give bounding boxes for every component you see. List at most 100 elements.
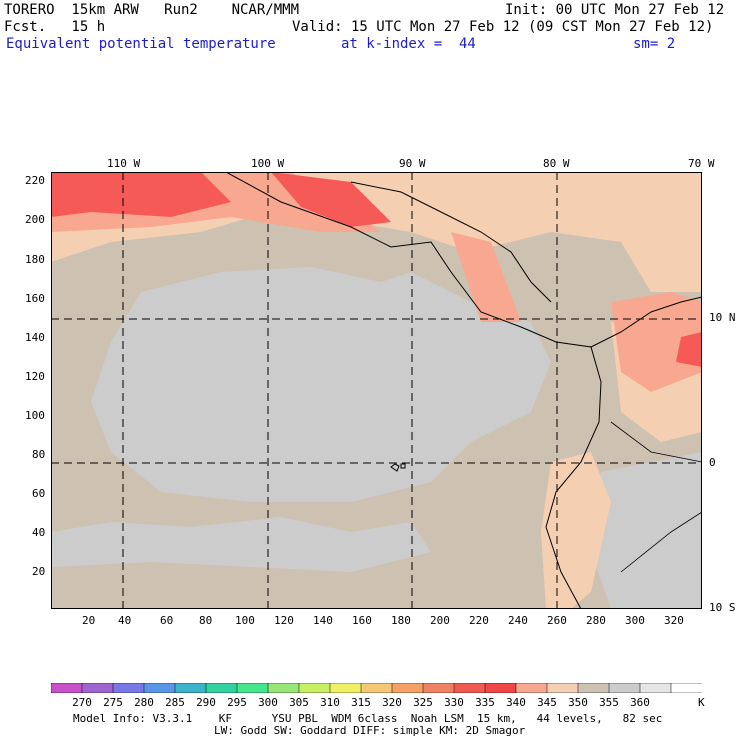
colorbar-tick-label: 290 [196,696,216,709]
y-tick: 200 [25,213,45,226]
colorbar-tick-label: 330 [444,696,464,709]
lat-label-10n: 10 N [709,311,736,324]
colorbar-swatch [143,683,176,693]
lat-label-10s: 10 S [709,601,736,614]
galapagos-islands [390,463,406,472]
colorbar-swatch [515,683,548,693]
model-info: Model Info: V3.3.1 KF YSU PBL WDM 6class… [73,712,663,725]
colorbar [51,683,702,693]
y-tick: 180 [25,253,45,266]
warm-region [611,292,702,392]
y-tick: 100 [25,409,45,422]
colorbar-swatch [422,683,455,693]
hot-region [51,172,231,217]
colorbar-tick-label: 295 [227,696,247,709]
colorbar-tick-label: 345 [537,696,557,709]
lon-label-80w: 80 W [543,157,570,170]
y-tick: 60 [32,487,46,500]
colorbar-swatch [174,683,207,693]
colorbar-unit: K [698,696,705,709]
colorbar-swatch [546,683,579,693]
x-tick: 100 [235,614,255,627]
colorbar-swatch [267,683,300,693]
field-name: Equivalent potential temperature [6,36,276,52]
x-tick: 260 [547,614,567,627]
colorbar-swatch [81,683,114,693]
colorbar-tick-label: 315 [351,696,371,709]
x-tick: 240 [508,614,528,627]
colorbar-swatch [453,683,486,693]
y-tick: 20 [32,565,46,578]
colorbar-swatch [391,683,424,693]
theta-e-map [51,172,702,609]
colorbar-tick-label: 270 [72,696,92,709]
level-index: at k-index = 44 [341,36,476,52]
y-tick: 80 [32,448,46,461]
x-tick: 40 [118,614,132,627]
grey-region [91,267,551,502]
coastline [590,296,702,348]
lon-label-100w: 100 W [251,157,285,170]
x-tick: 140 [313,614,333,627]
salmon-region [541,452,611,609]
colorbar-tick-label: 320 [382,696,402,709]
coastline [225,172,602,609]
lon-label-70w: 70 W [688,157,715,170]
x-tick: 160 [352,614,372,627]
x-tick: 180 [391,614,411,627]
lat-label-0: 0 [709,456,716,469]
x-tick: 20 [82,614,96,627]
colorbar-swatch [577,683,610,693]
smoothing: sm= 2 [633,36,676,52]
graticule [51,172,702,609]
y-tick: 120 [25,370,45,383]
x-tick: 320 [664,614,684,627]
y-tick: 140 [25,331,45,344]
national-border [610,421,702,463]
colorbar-swatch [484,683,517,693]
y-tick: 40 [32,526,46,539]
colorbar-tick-label: 355 [599,696,619,709]
colorbar-tick-label: 280 [134,696,154,709]
y-tick: 160 [25,292,45,305]
colorbar-tick-label: 300 [258,696,278,709]
colorbar-swatch [205,683,238,693]
colorbar-swatch [112,683,145,693]
valid-time: Valid: 15 UTC Mon 27 Feb 12 (09 CST Mon … [292,19,714,35]
grey-region [591,452,702,609]
colorbar-tick-label: 350 [568,696,588,709]
hot-region [676,332,702,367]
colorbar-swatch [236,683,269,693]
colorbar-swatch [329,683,362,693]
model-title: TORERO 15km ARW Run2 NCAR/MMM [4,2,300,18]
y-tick: 220 [25,174,45,187]
colorbar-swatch [51,683,83,693]
x-tick: 120 [274,614,294,627]
warm-region [451,232,521,322]
colorbar-tick-label: 305 [289,696,309,709]
colorbar-swatch [670,683,702,693]
x-tick: 80 [199,614,213,627]
hot-region [271,172,391,227]
lon-label-90w: 90 W [399,157,426,170]
colorbar-swatch [639,683,672,693]
colorbar-tick-label: 360 [630,696,650,709]
national-border [620,511,702,573]
colorbar-tick-label: 310 [320,696,340,709]
plot-frame [51,172,702,609]
physics-info: LW: Godd SW: Goddard DIFF: simple KM: 2D… [214,724,526,737]
forecast-hour: Fcst. 15 h [4,19,106,35]
colorbar-swatch [298,683,331,693]
x-tick: 300 [625,614,645,627]
colorbar-tick-label: 335 [475,696,495,709]
coastline [350,181,552,303]
init-time: Init: 00 UTC Mon 27 Feb 12 [505,2,725,18]
x-tick: 220 [469,614,489,627]
lon-label-110w: 110 W [107,157,141,170]
x-tick: 60 [160,614,174,627]
colorbar-tick-label: 285 [165,696,185,709]
colorbar-swatch [608,683,641,693]
grey-region [51,517,431,572]
colorbar-tick-label: 325 [413,696,433,709]
x-tick: 280 [586,614,606,627]
